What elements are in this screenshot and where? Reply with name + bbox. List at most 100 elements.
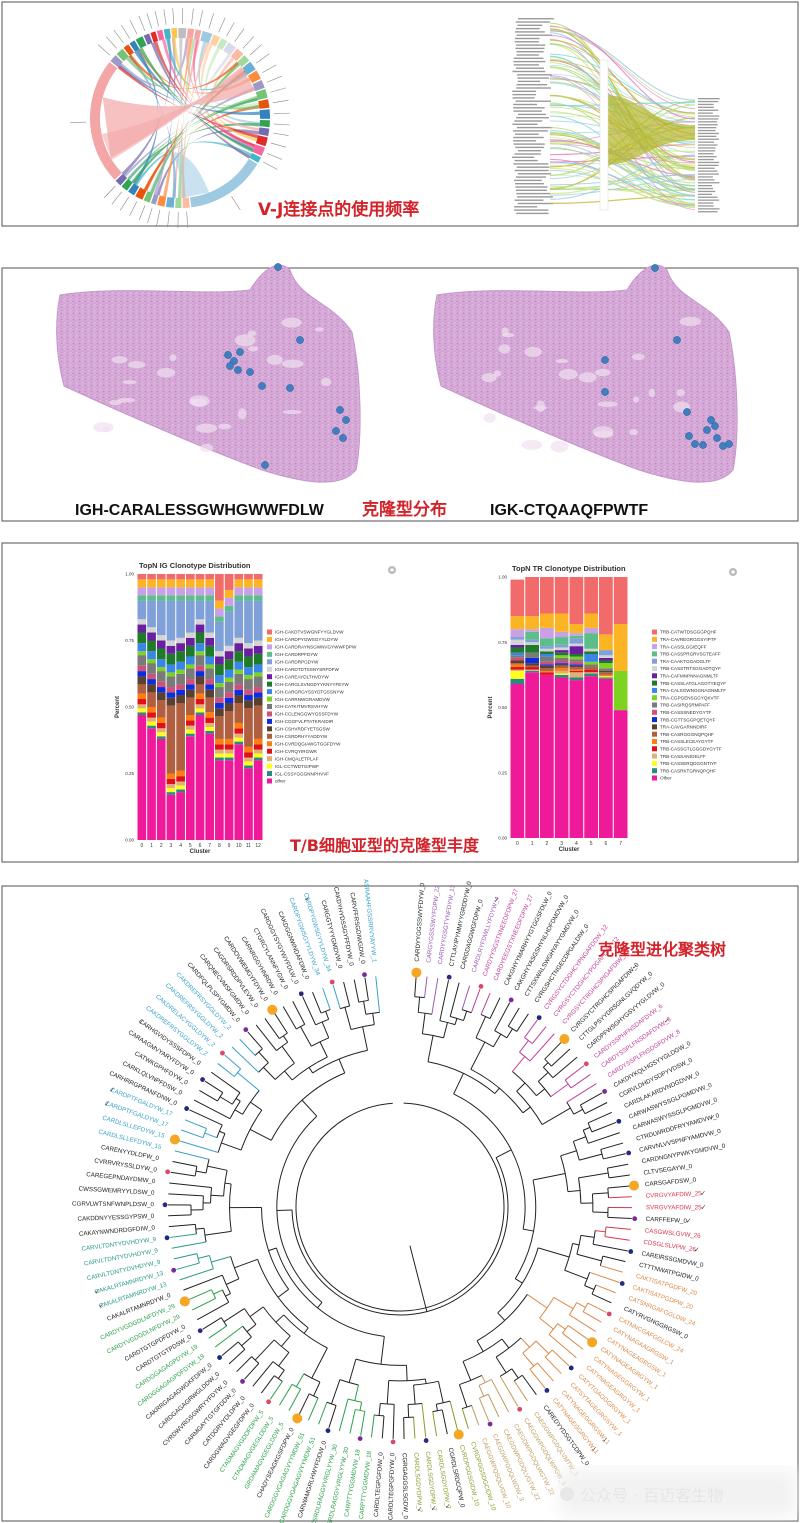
- tissue-lumen: [493, 370, 502, 377]
- chord-label-mark: [163, 9, 167, 26]
- tissue-lumen: [633, 396, 640, 403]
- sankey-source-label: [516, 192, 551, 195]
- bar-segment: [525, 642, 539, 645]
- bar-segment: [205, 668, 215, 680]
- legend-swatch: [652, 629, 657, 635]
- bar-segment: [224, 681, 234, 693]
- bar-segment: [510, 644, 525, 648]
- tree-branch: [177, 1139, 219, 1153]
- panel-tree-frame: [1, 885, 799, 1522]
- bar-segment: [205, 595, 215, 601]
- tree-branch: [587, 1111, 613, 1124]
- bar-segment: [156, 600, 166, 636]
- tree-node-marker: [602, 1089, 608, 1094]
- bar-segment: [176, 587, 185, 596]
- tree-branch: [470, 1041, 486, 1070]
- bar-segment: [244, 587, 253, 596]
- bar-segment: [147, 659, 156, 664]
- bar-segment: [253, 579, 263, 588]
- spatial-caption: 克隆型分布: [362, 499, 447, 520]
- tree-branch-arc: [564, 1079, 572, 1089]
- checkmark-icon: ✓: [417, 1507, 423, 1514]
- sankey-target-label: [698, 179, 715, 181]
- legend-swatch: [652, 717, 657, 723]
- bar-segment: [244, 708, 253, 747]
- bar-segment: [195, 671, 205, 677]
- tree-branch-arc: [291, 1383, 301, 1390]
- bar-segment: [234, 587, 244, 596]
- sankey-source-label: [516, 126, 553, 129]
- tree-branch: [551, 1048, 571, 1067]
- tree-branch: [564, 1269, 588, 1280]
- tree-branch: [195, 1227, 205, 1230]
- x-tick-label: 3: [560, 841, 563, 847]
- tree-node-marker: [217, 1355, 222, 1360]
- tree-branch: [252, 1361, 274, 1387]
- tree-branch: [269, 1381, 283, 1400]
- bar-segment: [185, 684, 195, 690]
- bar-segment: [195, 684, 205, 694]
- clone-spot: [246, 368, 254, 376]
- tree-branch: [441, 1409, 448, 1435]
- legend-swatch: [652, 695, 657, 701]
- bar-segment: [244, 667, 253, 676]
- checkmark-icon: ✓: [694, 1247, 700, 1254]
- tree-branch: [463, 1010, 468, 1021]
- bar-segment: [195, 651, 205, 656]
- tr-chart-menu-icon[interactable]: [729, 568, 737, 576]
- sankey-source-label: [515, 186, 548, 188]
- bar-segment: [540, 646, 554, 649]
- bar-segment: [185, 689, 195, 698]
- bar-segment: [176, 781, 185, 786]
- legend-swatch: [267, 659, 272, 665]
- chord-segment: [252, 79, 265, 92]
- sankey-target-label: [698, 135, 717, 137]
- checkmark-icon: ✓: [304, 896, 310, 903]
- tr-clonotype-chart: TopN TR Clonotype Distribution 0 1 2 3 4 5 6 7 0.…: [488, 564, 726, 853]
- chord-label-mark: [231, 196, 241, 211]
- tree-branch: [516, 1013, 529, 1032]
- tree-branch: [195, 1170, 207, 1174]
- bar-segment: [195, 676, 205, 685]
- chord-segment: [110, 55, 123, 68]
- bar-segment: [244, 700, 253, 709]
- clone-spot: [339, 434, 347, 442]
- bar-segment: [205, 697, 215, 713]
- tree-branch-arc: [231, 1092, 241, 1105]
- abundance-caption: T/B细胞亚型的克隆型丰度: [290, 836, 480, 855]
- tree-branch-arc: [254, 1048, 263, 1056]
- sankey-node: [599, 59, 609, 211]
- bar-segment: [525, 639, 539, 643]
- bar-segment: [253, 760, 263, 840]
- ig-chart-menu-icon[interactable]: [388, 566, 396, 574]
- tree-branch: [224, 1182, 232, 1185]
- bar-segment: [147, 640, 156, 652]
- chord-segment: [121, 178, 133, 191]
- tree-branch: [499, 1376, 519, 1407]
- bar-segment: [185, 725, 195, 730]
- clone-spot: [725, 440, 733, 448]
- bar-segment: [244, 695, 253, 701]
- tissue-lumen: [648, 388, 656, 398]
- bar-segment: [554, 650, 569, 653]
- chord-label-mark: [70, 121, 87, 124]
- tree-branch: [303, 1327, 309, 1334]
- tree-branch: [171, 1241, 207, 1249]
- bar-segment: [166, 595, 176, 601]
- chord-label-mark: [266, 153, 283, 160]
- tree-branch: [566, 1083, 597, 1103]
- chord-label-mark: [104, 185, 116, 198]
- legend-label: IGH-CGGFVLPTATKRAIDIR: [275, 719, 334, 724]
- chord-segment: [242, 61, 256, 75]
- sankey-source-label: [516, 54, 539, 56]
- tree-branch: [407, 1404, 410, 1418]
- tree-branch-arc: [221, 1275, 231, 1294]
- tree-branch: [281, 1335, 291, 1347]
- tree-branch: [495, 1149, 512, 1159]
- tree-branch: [241, 1336, 252, 1347]
- spatial-right-clonotype-label: IGK-CTQAAQFPWTF: [490, 502, 648, 519]
- bar-segment: [195, 643, 205, 652]
- tissue-lumen: [595, 368, 611, 377]
- bar-segment: [205, 712, 215, 718]
- tree-branch-arc: [202, 1128, 207, 1138]
